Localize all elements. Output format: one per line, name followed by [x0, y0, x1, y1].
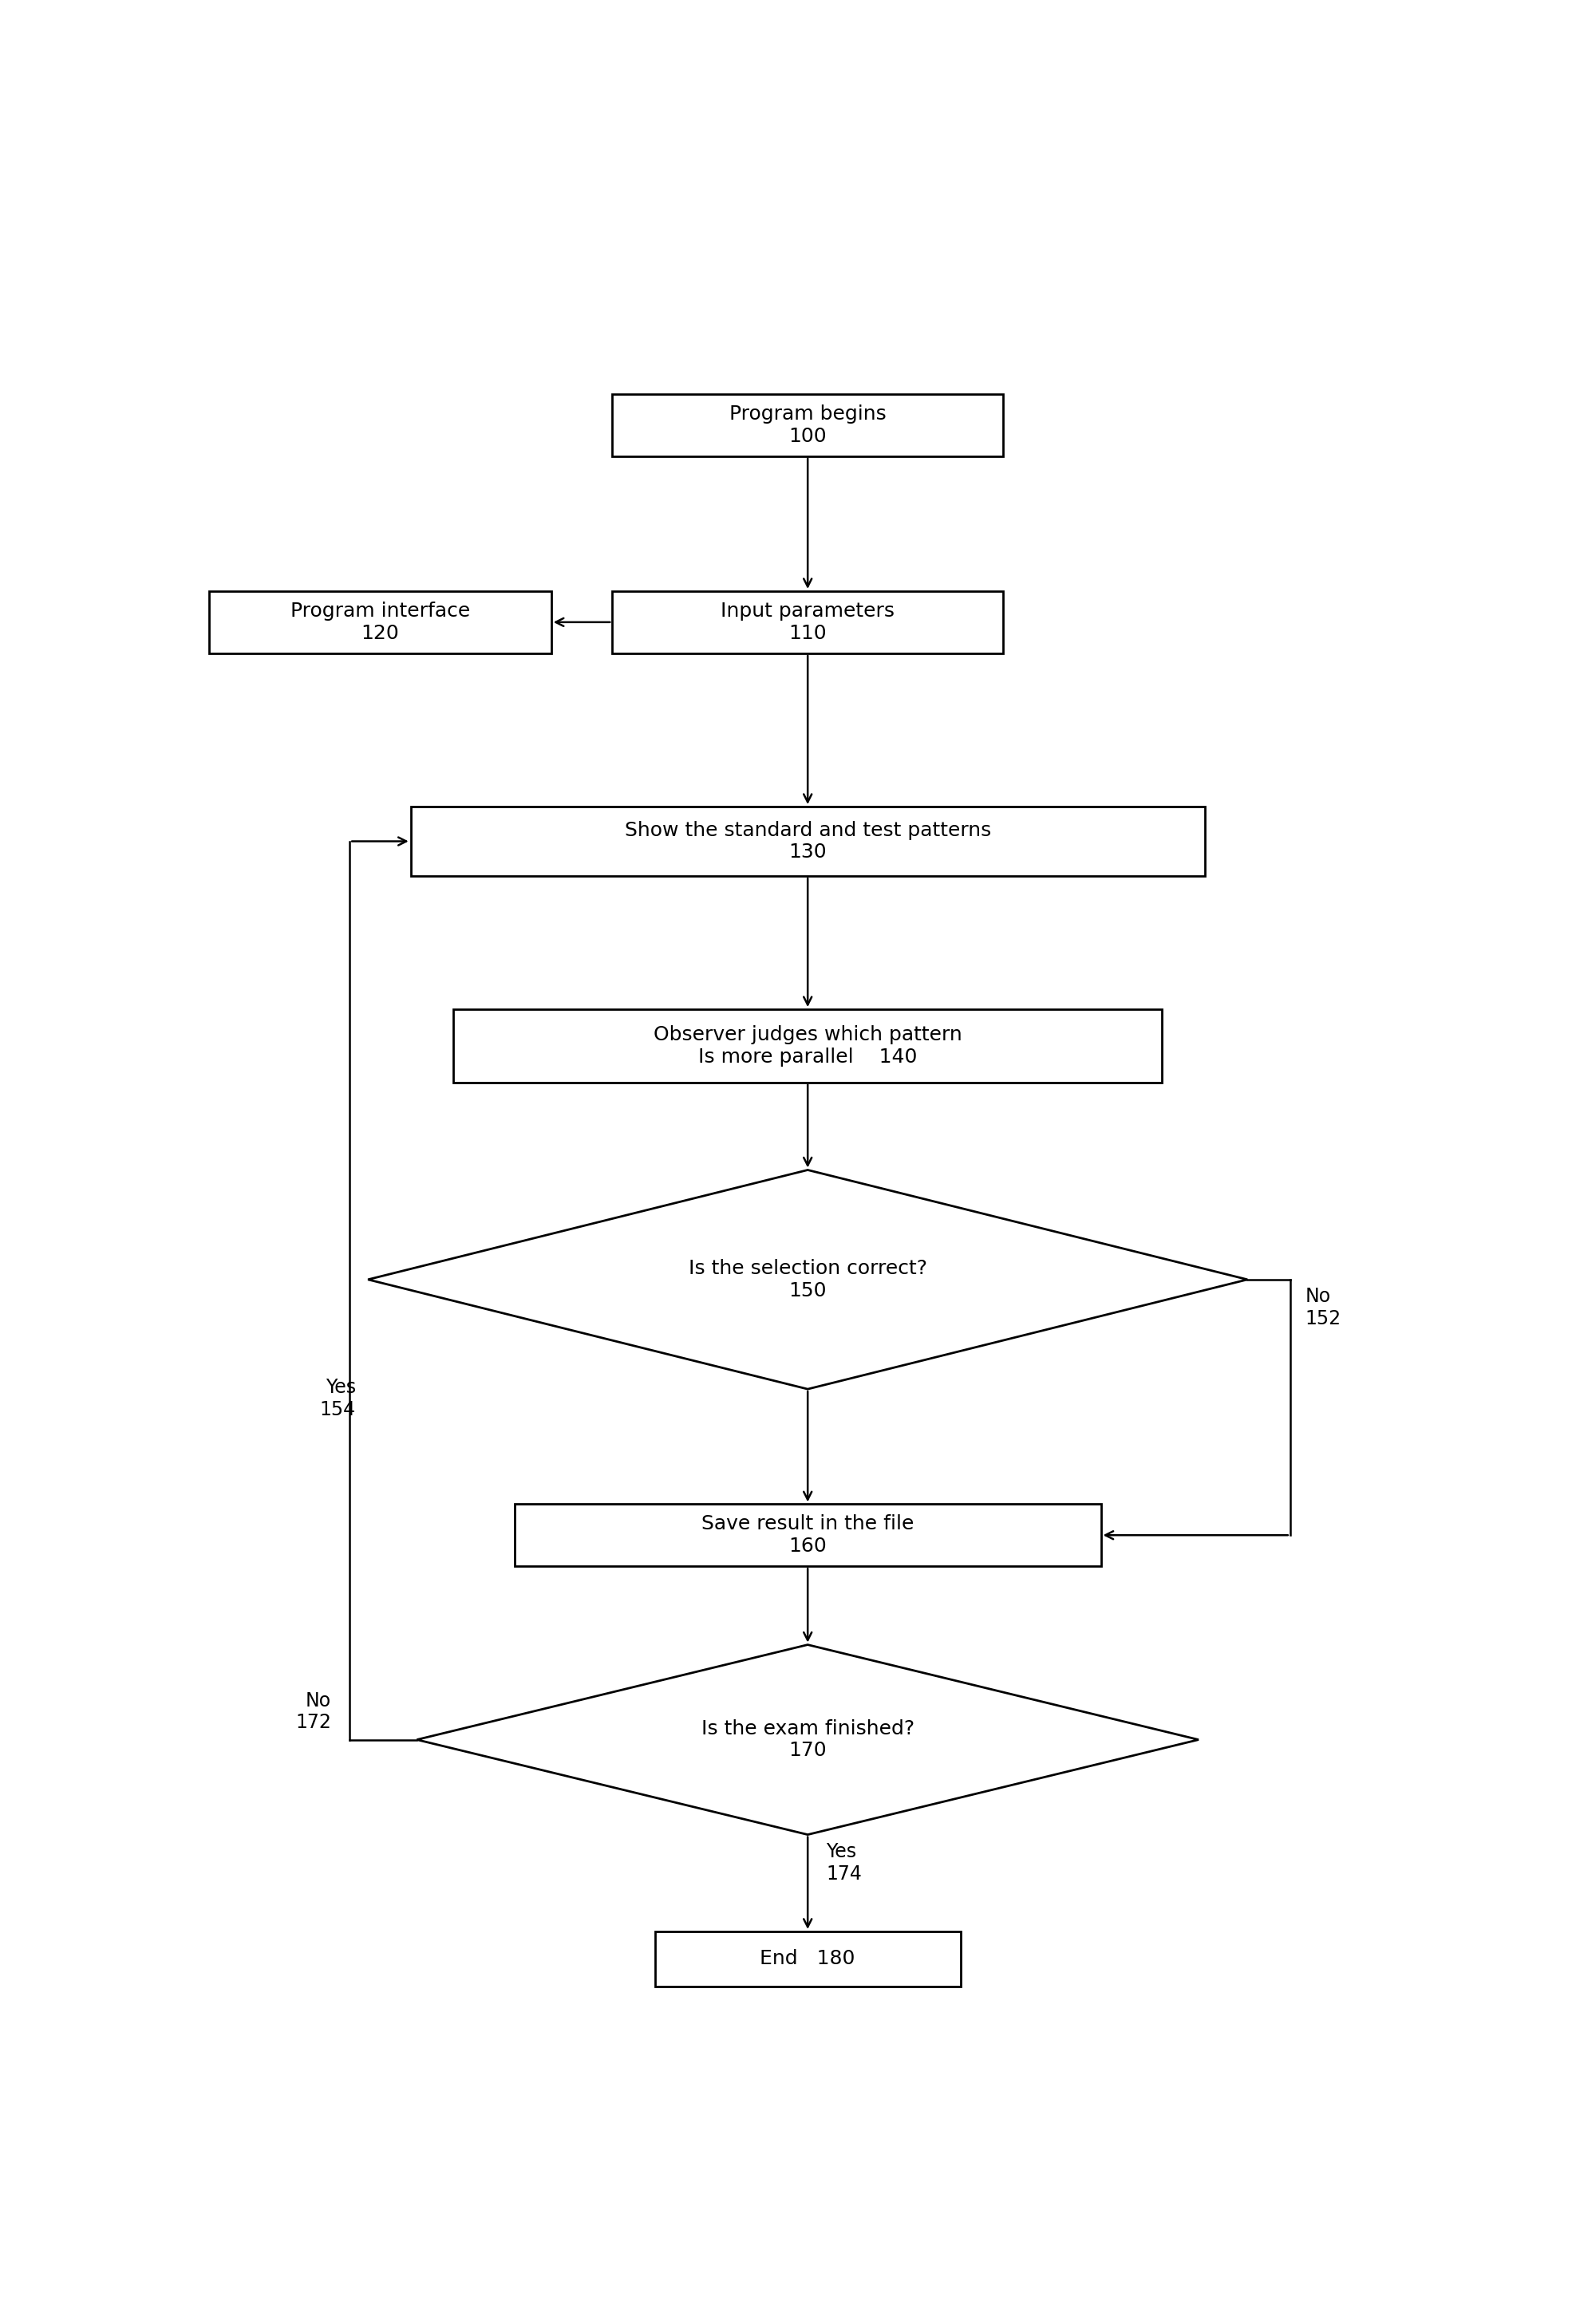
Text: Observer judges which pattern
Is more parallel    140: Observer judges which pattern Is more pa…: [654, 1025, 961, 1067]
Polygon shape: [416, 1645, 1199, 1834]
Text: Yes
154: Yes 154: [320, 1378, 356, 1420]
FancyBboxPatch shape: [411, 806, 1204, 876]
FancyBboxPatch shape: [656, 1931, 960, 1987]
Text: Save result in the file
160: Save result in the file 160: [701, 1515, 914, 1555]
Text: Yes
174: Yes 174: [826, 1843, 862, 1882]
Text: Show the standard and test patterns
130: Show the standard and test patterns 130: [624, 820, 991, 862]
Text: Is the exam finished?
170: Is the exam finished? 170: [701, 1720, 914, 1759]
Text: No
172: No 172: [296, 1692, 331, 1731]
FancyBboxPatch shape: [611, 590, 1004, 653]
FancyBboxPatch shape: [515, 1504, 1102, 1566]
FancyBboxPatch shape: [611, 393, 1004, 456]
Text: End   180: End 180: [760, 1950, 856, 1968]
Text: Input parameters
110: Input parameters 110: [720, 602, 895, 644]
Text: Is the selection correct?
150: Is the selection correct? 150: [689, 1260, 927, 1299]
Text: No
152: No 152: [1305, 1287, 1341, 1327]
FancyBboxPatch shape: [454, 1009, 1162, 1083]
Polygon shape: [369, 1169, 1248, 1390]
FancyBboxPatch shape: [210, 590, 552, 653]
Text: Program interface
120: Program interface 120: [290, 602, 470, 644]
Text: Program begins
100: Program begins 100: [730, 404, 886, 446]
